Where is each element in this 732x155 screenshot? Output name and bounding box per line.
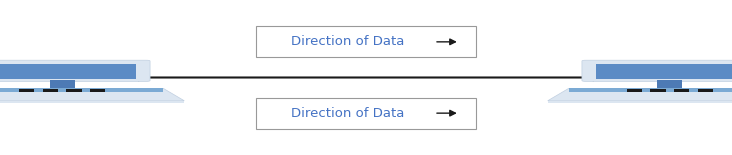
Polygon shape: [0, 88, 184, 101]
Text: Direction of Data: Direction of Data: [291, 107, 404, 120]
FancyBboxPatch shape: [256, 26, 476, 57]
FancyBboxPatch shape: [596, 64, 732, 79]
Bar: [90, 89, 105, 92]
Bar: [67, 89, 81, 92]
Bar: [43, 89, 58, 92]
Bar: [674, 89, 689, 92]
FancyBboxPatch shape: [0, 64, 136, 79]
Polygon shape: [0, 88, 163, 92]
FancyBboxPatch shape: [0, 60, 150, 81]
Polygon shape: [548, 88, 732, 101]
Bar: [698, 89, 713, 92]
FancyBboxPatch shape: [582, 60, 732, 81]
Bar: [0, 101, 184, 103]
Bar: [50, 80, 75, 88]
Bar: [657, 80, 682, 88]
FancyBboxPatch shape: [256, 98, 476, 129]
Bar: [548, 101, 732, 103]
Bar: [627, 89, 642, 92]
Text: Direction of Data: Direction of Data: [291, 35, 404, 48]
Bar: [19, 89, 34, 92]
Polygon shape: [569, 88, 732, 92]
Bar: [651, 89, 665, 92]
